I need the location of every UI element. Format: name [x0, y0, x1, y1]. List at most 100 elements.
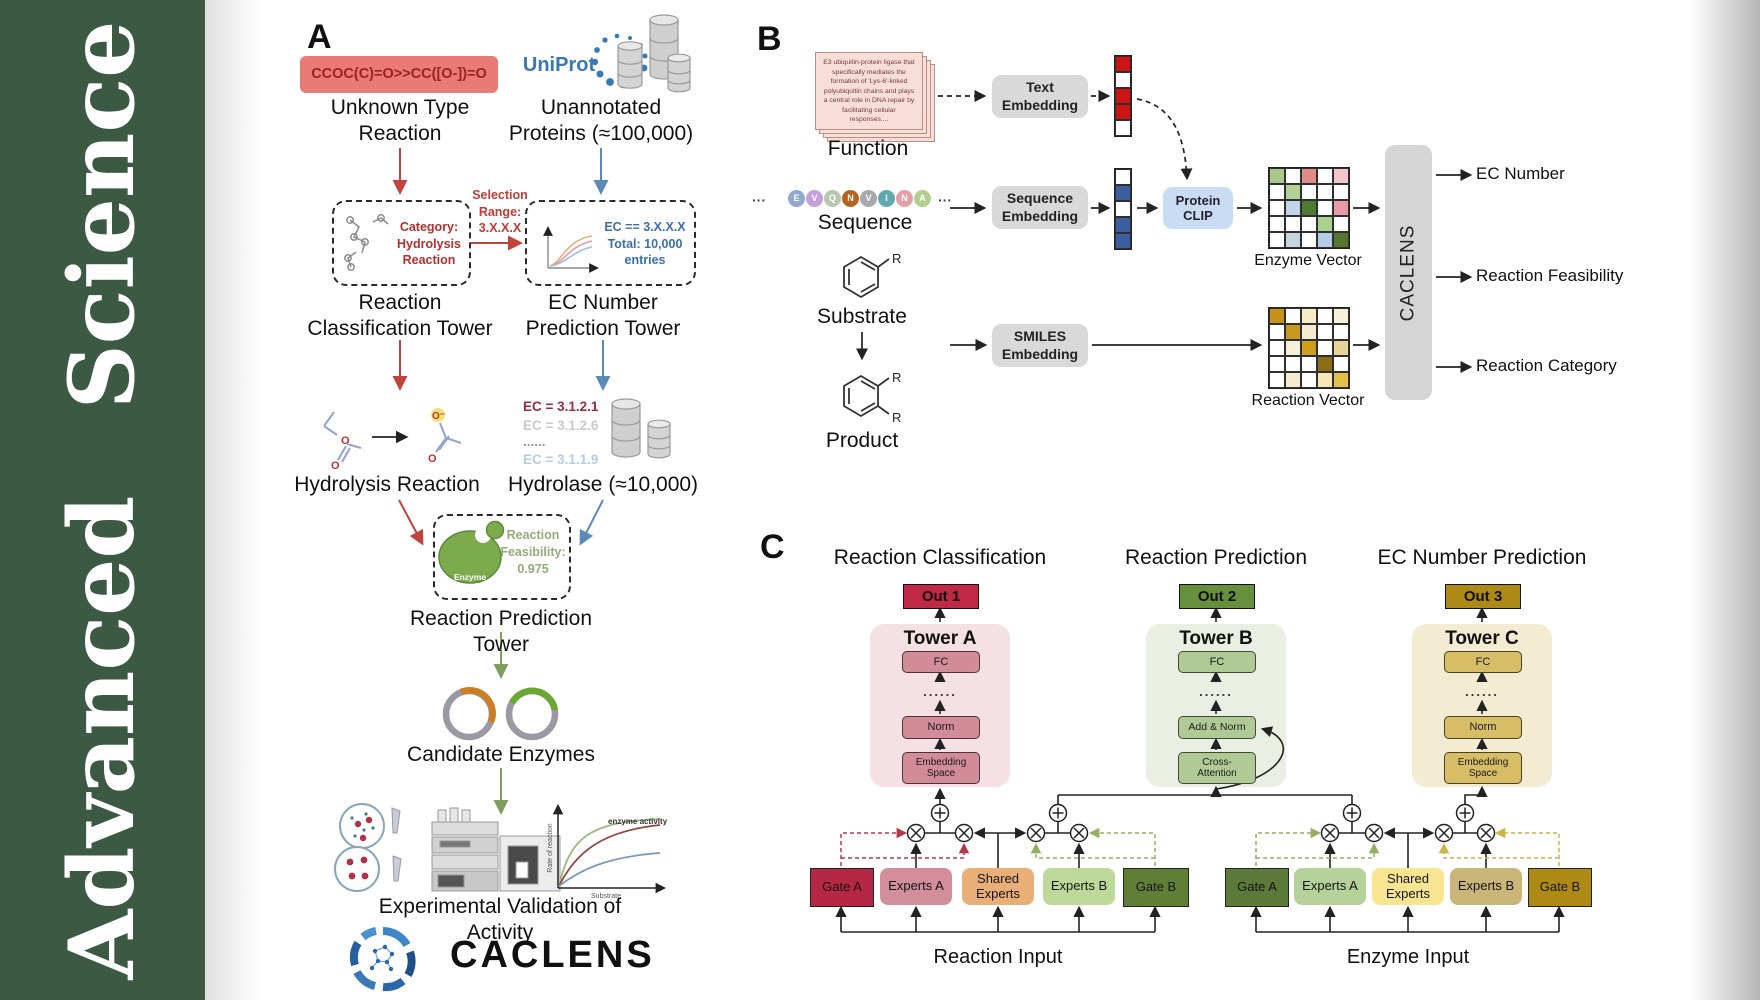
hydrolysis-reactant-molecule	[323, 411, 362, 463]
output-reaction-category: Reaction Category	[1476, 356, 1617, 375]
output-reaction-feasibility: Reaction Feasibility	[1476, 266, 1624, 285]
caption-classification-tower: Reaction Classification Tower	[307, 291, 493, 340]
reaction-input-label: Reaction Input	[933, 946, 1063, 968]
out1-box: Out 1	[903, 584, 979, 609]
ec-list-item: ......	[523, 434, 546, 449]
uniprot-dots-logo	[591, 33, 648, 89]
substrate-r-label: R	[892, 251, 901, 266]
ec-box-text: EC == 3.X.X.X Total: 10,000 entries	[604, 220, 686, 267]
ec-list-item: EC = 3.1.2.1	[523, 399, 599, 414]
enzyme-input-label: Enzyme Input	[1346, 946, 1470, 968]
reaction-vector-matrix	[1268, 307, 1350, 389]
title-reaction-classification: Reaction Classification	[833, 546, 1047, 569]
caption-hydrolase: Hydrolase (≈10,000)	[507, 473, 699, 496]
caption-ec-tower: EC Number Prediction Tower	[525, 291, 681, 340]
panel-b-arrows	[856, 90, 1473, 373]
title-reaction-prediction: Reaction Prediction	[1124, 546, 1308, 569]
experts-a-reaction: Experts A	[880, 868, 952, 905]
tower-b-title: Tower B	[1179, 628, 1253, 649]
sequence-embedding-vector	[1114, 168, 1132, 250]
uniprot-logo-text: UniProt	[522, 54, 596, 76]
product-o-minus-atom: O⁻	[432, 411, 445, 422]
reaction-vector-label: Reaction Vector	[1251, 392, 1365, 409]
gate-a-reaction: Gate A	[810, 868, 874, 907]
panel-b-label: B	[757, 20, 782, 58]
feasibility-text: Reaction Feasibility: 0.975	[500, 528, 566, 576]
product-r1-label: R	[892, 370, 901, 385]
plasmid-icons	[442, 687, 559, 741]
tower-a-norm: Norm	[902, 716, 980, 739]
out3-box: Out 3	[1445, 584, 1521, 609]
output-ec-number: EC Number	[1476, 164, 1565, 183]
ec-list-item: EC = 3.1.1.9	[523, 452, 599, 467]
gate-b-enzyme: Gate B	[1528, 868, 1592, 907]
tower-b-dots: ......	[1199, 684, 1233, 699]
tower-b-fc: FC	[1178, 651, 1256, 673]
gate-b-reaction: Gate B	[1123, 868, 1189, 907]
enzyme-vector-matrix	[1268, 167, 1350, 249]
caption-prediction-tower: Reaction Prediction Tower	[409, 607, 593, 656]
journal-title: Advanced Science	[49, 20, 155, 980]
caption-sequence: Sequence	[817, 211, 913, 234]
function-card: E3 ubiquitin-protein ligase that specifi…	[815, 52, 923, 130]
caption-unannotated-proteins: Unannotated Proteins (≈100,000)	[508, 96, 694, 145]
caption-hydrolysis-reaction: Hydrolysis Reaction	[294, 473, 480, 496]
gate-a-enzyme: Gate A	[1225, 868, 1289, 907]
protein-clip-box: Protein CLIP	[1163, 187, 1233, 229]
experts-a-enzyme: Experts A	[1294, 868, 1366, 905]
enzyme-vector-label: Enzyme Vector	[1254, 252, 1362, 269]
tower-a-title: Tower A	[903, 628, 977, 649]
graph-annotation: enzyme activity	[608, 817, 668, 826]
caption-function: Function	[827, 137, 909, 160]
graph-ylabel: Rate of reaction	[547, 823, 554, 873]
caption-product: Product	[825, 429, 899, 452]
benzene-substrate-icon	[843, 255, 890, 299]
experts-b-enzyme: Experts B	[1450, 868, 1522, 905]
tower-a-embedding-space: Embedding Space	[902, 752, 980, 784]
experts-b-reaction: Experts B	[1043, 868, 1115, 905]
sequence-ellipsis-left: ···	[752, 192, 766, 208]
shared-experts-enzyme: Shared Experts	[1372, 868, 1444, 905]
gate-feedback-dashed	[840, 827, 1560, 866]
caption-unknown-reaction: Unknown Type Reaction	[330, 96, 470, 145]
sequence-ellipsis-right: ···	[938, 192, 952, 208]
tower-c-dots: ......	[1465, 684, 1499, 699]
panel-c-label: C	[760, 528, 785, 566]
function-card-text: E3 ubiquitin-protein ligase that specifi…	[823, 59, 915, 124]
sequence-embedding-box: Sequence Embedding	[992, 186, 1088, 229]
smiles-reaction-box: CCOC(C)=O>>CC([O-])=O	[300, 56, 498, 93]
benzene-product-icon	[843, 374, 890, 418]
caption-experimental-validation: Experimental Validation of Activity	[378, 895, 622, 944]
hydrolysis-product-molecule	[431, 408, 462, 453]
page-left-shadow	[205, 0, 260, 1000]
tower-a-fc: FC	[902, 651, 980, 673]
tower-c-embedding-space: Embedding Space	[1444, 752, 1522, 784]
enzyme-activity-graph	[552, 803, 667, 894]
reactant-o2-atom: O	[331, 460, 340, 472]
product-r2-label: R	[892, 410, 901, 425]
reactant-o-atom: O	[341, 435, 350, 447]
page-right-shadow	[1690, 0, 1760, 1000]
selection-range-text: Selection Range: 3.X.X.X	[472, 188, 528, 235]
product-o-atom: O	[428, 453, 437, 465]
shared-experts-reaction: Shared Experts	[962, 868, 1034, 905]
caclens-model-box: CACLENS	[1385, 145, 1432, 400]
caclens-logo-text: CACLENS	[450, 934, 655, 976]
tower-a-dots: ......	[923, 684, 957, 699]
database-icon-top	[617, 14, 691, 93]
title-ec-number-prediction: EC Number Prediction	[1377, 546, 1587, 569]
multiply-plus-operators	[906, 803, 1496, 843]
tower-c-title: Tower C	[1445, 628, 1519, 649]
caclens-model-label: CACLENS	[1397, 224, 1419, 321]
out2-box: Out 2	[1179, 584, 1255, 609]
tower-b-cross-attention: Cross- Attention	[1178, 752, 1256, 784]
tower-c-fc: FC	[1444, 651, 1522, 673]
caption-substrate: Substrate	[817, 305, 907, 328]
tower-b-add-norm: Add & Norm	[1178, 716, 1256, 739]
feasibility-dashed-box	[433, 514, 571, 600]
text-embedding-box: Text Embedding	[992, 75, 1088, 118]
category-text: Category: Hydrolysis Reaction	[397, 220, 461, 267]
text-embedding-vector	[1114, 55, 1132, 137]
